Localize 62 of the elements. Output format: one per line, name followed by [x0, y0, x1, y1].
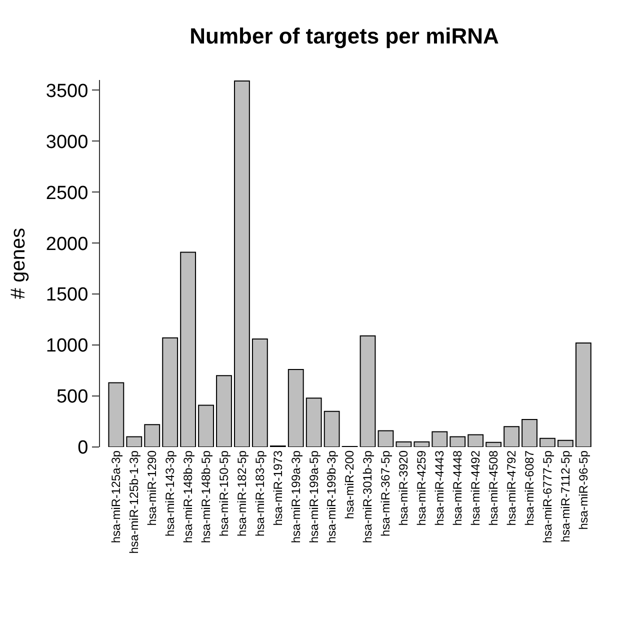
bar	[126, 436, 142, 447]
x-tick-label: hsa-miR-1973	[270, 450, 285, 526]
bar	[198, 404, 214, 447]
bar	[378, 430, 394, 447]
x-tick-label: hsa-miR-150-5p	[216, 450, 231, 536]
x-tick-label: hsa-miR-6087	[522, 450, 536, 526]
x-tick-label: hsa-miR-148b-5p	[198, 450, 213, 544]
x-tick-label: hsa-miR-367-5p	[378, 450, 393, 536]
bar	[288, 369, 304, 447]
bar	[324, 410, 340, 447]
bar	[557, 440, 574, 447]
x-tick-label: hsa-miR-183-5p	[252, 450, 267, 536]
y-tick-label: 1500	[46, 284, 88, 306]
bar	[162, 337, 178, 447]
x-tick-label: hsa-miR-199a-3p	[288, 450, 303, 544]
x-tick-label: hsa-miR-4492	[468, 450, 482, 526]
x-tick-label: hsa-miR-301b-3p	[360, 450, 375, 544]
bar	[108, 382, 124, 447]
bar	[144, 424, 160, 447]
x-tick-label: hsa-miR-125b-1-3p	[127, 450, 142, 554]
bar	[468, 434, 484, 447]
y-tick-label: 3000	[46, 132, 88, 153]
bar	[414, 441, 430, 447]
x-tick-label: hsa-miR-200	[342, 450, 357, 520]
bar	[396, 441, 412, 447]
bar	[575, 342, 592, 447]
chart-title: Number of targets per miRNA	[190, 23, 500, 48]
x-tick-label: hsa-miR-182-5p	[234, 450, 249, 536]
x-tick-label: hsa-miR-3920	[396, 450, 411, 526]
y-tick-label: 3500	[46, 80, 88, 102]
x-tick-label: hsa-miR-125a-3p	[109, 450, 124, 544]
x-tick-label: hsa-miR-4443	[432, 450, 447, 526]
bar	[486, 442, 502, 447]
x-tick-label: hsa-miR-4259	[414, 450, 429, 526]
x-tick-label: hsa-miR-96-5p	[576, 450, 590, 530]
y-tick-label: 2500	[46, 182, 88, 204]
bar	[216, 375, 232, 447]
bar	[504, 426, 520, 447]
bar	[180, 252, 196, 447]
x-tick-label: hsa-miR-4508	[486, 450, 500, 526]
y-tick-label: 0	[78, 438, 88, 459]
bar	[432, 431, 448, 447]
bar	[234, 80, 250, 447]
bar	[540, 438, 556, 447]
x-tick-label: hsa-miR-143-3p	[162, 450, 177, 536]
y-tick-label: 1000	[46, 336, 88, 357]
bar	[306, 398, 322, 447]
x-tick-label: hsa-miR-4792	[504, 450, 518, 526]
x-tick-label: hsa-miR-4448	[450, 450, 465, 526]
x-tick-label: hsa-miR-7112-5p	[558, 450, 572, 542]
bar	[522, 418, 538, 447]
y-tick-label: 2000	[46, 234, 88, 255]
bar	[450, 436, 466, 447]
x-tick-label: hsa-miR-199b-3p	[324, 450, 339, 544]
x-tick-label: hsa-miR-6777-5p	[540, 450, 554, 544]
y-axis-title: # genes	[7, 228, 30, 300]
x-tick-label: hsa-miR-199a-5p	[306, 450, 321, 544]
bar	[252, 338, 268, 447]
y-tick-label: 500	[56, 386, 88, 408]
bar	[360, 335, 376, 447]
x-tick-label: hsa-miR-1290	[145, 450, 160, 526]
x-tick-label: hsa-miR-148b-3p	[180, 450, 195, 544]
